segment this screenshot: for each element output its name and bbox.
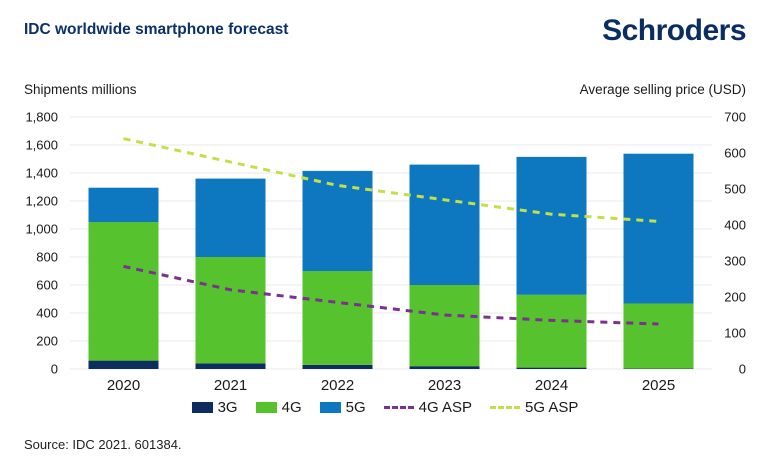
bar-segment-3g-2020 [88, 360, 159, 369]
bar-segment-4g-2022 [302, 271, 373, 365]
left-axis-title: Shipments millions [24, 82, 137, 97]
legend-swatch-5g-asp-icon [490, 406, 521, 409]
legend-label-3g: 3G [217, 399, 238, 416]
asp-line-5g-asp [123, 137, 659, 223]
left-axis-tick-label: 0 [51, 362, 58, 377]
left-axis-tick-label: 1,400 [25, 166, 58, 181]
bar-segment-3g-2021 [195, 363, 266, 369]
right-axis-tick-label: 0 [739, 362, 746, 377]
right-axis-tick-label: 100 [724, 326, 746, 341]
right-axis-title: Average selling price (USD) [579, 82, 746, 97]
chart-legend: 3G 4G 5G 4G ASP 5G ASP [0, 399, 770, 416]
bar-segment-5g-2020 [88, 187, 159, 222]
bar-segment-5g-2024 [516, 156, 587, 295]
x-axis-label: 2020 [107, 377, 140, 394]
left-axis-tick-label: 1,600 [25, 138, 58, 153]
right-axis-tick-label: 500 [724, 182, 746, 197]
bar-segment-4g-2024 [516, 294, 587, 368]
source-note: Source: IDC 2021. 601384. [24, 437, 182, 452]
x-axis-label: 2024 [535, 377, 568, 394]
legend-item-4g: 4G [255, 399, 302, 416]
legend-item-5g: 5G [319, 399, 366, 416]
left-axis-tick-label: 1,200 [25, 194, 58, 209]
x-axis-label: 2025 [642, 377, 675, 394]
right-axis-tick-label: 300 [724, 254, 746, 269]
x-axis-label: 2021 [214, 377, 247, 394]
bar-segment-3g-2022 [302, 364, 373, 369]
page-title: IDC worldwide smartphone forecast [24, 21, 289, 38]
left-axis-tick-label: 600 [36, 278, 58, 293]
bar-segment-5g-2025 [623, 153, 694, 304]
bar-segment-5g-2023 [409, 164, 480, 285]
x-axis-label: 2023 [428, 377, 461, 394]
right-axis-tick-label: 400 [724, 218, 746, 233]
legend-item-3g: 3G [191, 399, 238, 416]
legend-label-4g: 4G [281, 399, 302, 416]
right-axis-tick-label: 600 [724, 146, 746, 161]
legend-swatch-5g-icon [319, 402, 341, 413]
legend-label-5g-asp: 5G ASP [525, 399, 579, 416]
bar-segment-4g-2023 [409, 285, 480, 367]
bar-segment-4g-2025 [623, 303, 694, 369]
left-axis-tick-label: 200 [36, 334, 58, 349]
legend-label-5g: 5G [345, 399, 366, 416]
x-axis-label: 2022 [321, 377, 354, 394]
legend-swatch-4g-asp-icon [383, 406, 414, 409]
bar-segment-5g-2022 [302, 170, 373, 271]
left-axis-tick-label: 1,000 [25, 222, 58, 237]
bar-segment-5g-2021 [195, 178, 266, 257]
bar-segment-4g-2021 [195, 257, 266, 364]
schroders-logo: Schroders [602, 14, 746, 47]
bar-segment-3g-2023 [409, 366, 480, 369]
legend-swatch-4g-icon [255, 402, 277, 413]
asp-line-4g-asp [123, 264, 659, 326]
left-axis-tick-label: 800 [36, 250, 58, 265]
legend-swatch-3g-icon [191, 402, 213, 413]
bar-segment-4g-2020 [88, 222, 159, 361]
left-axis-tick-label: 1,800 [25, 110, 58, 125]
left-axis-tick-label: 400 [36, 306, 58, 321]
legend-label-4g-asp: 4G ASP [418, 399, 473, 416]
legend-item-4g-asp: 4G ASP [383, 399, 473, 416]
right-axis-tick-label: 200 [724, 290, 746, 305]
legend-item-5g-asp: 5G ASP [490, 399, 578, 416]
right-axis-tick-label: 700 [724, 110, 746, 125]
bar-segment-3g-2024 [516, 367, 587, 369]
